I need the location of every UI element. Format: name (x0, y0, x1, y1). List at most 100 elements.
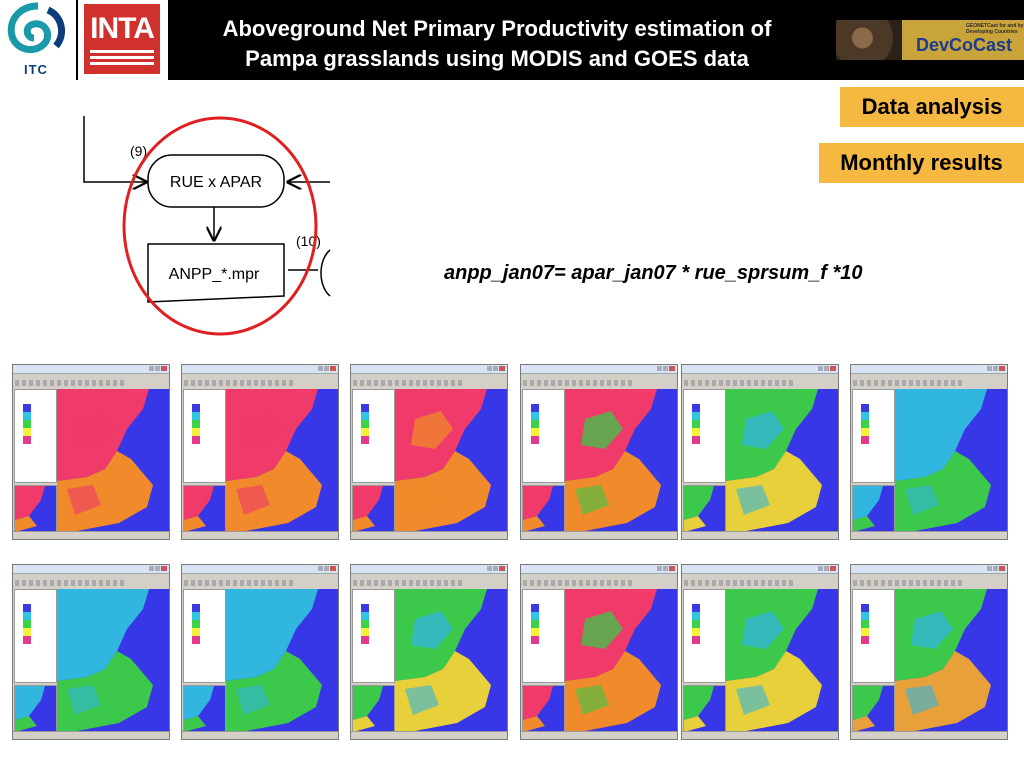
overview-map[interactable] (852, 685, 895, 733)
overview-map[interactable] (683, 485, 726, 533)
layer-panel[interactable] (852, 589, 895, 683)
window-titlebar[interactable] (182, 365, 338, 374)
map-window-jun[interactable] (850, 364, 1008, 540)
map-view[interactable] (895, 389, 1007, 531)
window-titlebar[interactable] (13, 365, 169, 374)
layer-panel[interactable] (14, 389, 57, 483)
map-view[interactable] (226, 389, 338, 531)
window-titlebar[interactable] (521, 565, 677, 574)
map-view[interactable] (226, 589, 338, 731)
flow-diagram: (9) RUE x APAR ANPP_*.mpr (10) (83, 116, 331, 336)
step-label-9: (9) (130, 143, 147, 159)
map-window-jan[interactable] (12, 364, 170, 540)
layer-panel[interactable] (852, 389, 895, 483)
devcocast-tagline: GEONETCast for and by Developing Countri… (966, 23, 1024, 35)
window-titlebar[interactable] (682, 365, 838, 374)
window-toolbar[interactable] (15, 380, 125, 386)
window-titlebar[interactable] (851, 565, 1007, 574)
window-controls[interactable] (657, 366, 675, 371)
overview-map[interactable] (852, 485, 895, 533)
window-toolbar[interactable] (184, 580, 294, 586)
window-controls[interactable] (987, 366, 1005, 371)
layer-panel[interactable] (522, 389, 565, 483)
overview-map[interactable] (14, 685, 57, 733)
overview-map[interactable] (683, 685, 726, 733)
window-controls[interactable] (657, 566, 675, 571)
legend-swatches (531, 404, 539, 444)
window-titlebar[interactable] (521, 365, 677, 374)
window-toolbar[interactable] (353, 580, 463, 586)
overview-map[interactable] (14, 485, 57, 533)
window-titlebar[interactable] (351, 365, 507, 374)
window-titlebar[interactable] (351, 565, 507, 574)
rue-apar-label: RUE x APAR (170, 174, 262, 191)
itc-logo: ITC (0, 0, 76, 80)
layer-panel[interactable] (683, 389, 726, 483)
overview-map[interactable] (352, 685, 395, 733)
map-window-dec[interactable] (850, 564, 1008, 740)
window-titlebar[interactable] (13, 565, 169, 574)
window-toolbar[interactable] (15, 580, 125, 586)
map-view[interactable] (57, 389, 169, 531)
layer-panel[interactable] (352, 389, 395, 483)
layer-panel[interactable] (183, 589, 226, 683)
window-toolbar[interactable] (523, 380, 633, 386)
map-window-nov[interactable] (681, 564, 839, 740)
status-bar (682, 531, 838, 539)
map-window-mar[interactable] (350, 364, 508, 540)
overview-map[interactable] (183, 685, 226, 733)
window-titlebar[interactable] (182, 565, 338, 574)
status-bar (521, 731, 677, 739)
window-toolbar[interactable] (353, 380, 463, 386)
window-titlebar[interactable] (851, 365, 1007, 374)
map-window-jul[interactable] (12, 564, 170, 740)
window-controls[interactable] (149, 566, 167, 571)
map-window-apr[interactable] (520, 364, 678, 540)
map-view[interactable] (395, 589, 507, 731)
map-view[interactable] (565, 389, 677, 531)
layer-panel[interactable] (183, 389, 226, 483)
overview-map[interactable] (352, 485, 395, 533)
window-titlebar[interactable] (682, 565, 838, 574)
status-bar (182, 731, 338, 739)
window-toolbar[interactable] (853, 380, 963, 386)
window-toolbar[interactable] (184, 380, 294, 386)
window-controls[interactable] (987, 566, 1005, 571)
window-toolbar[interactable] (523, 580, 633, 586)
map-window-feb[interactable] (181, 364, 339, 540)
window-controls[interactable] (818, 566, 836, 571)
window-toolbar[interactable] (684, 580, 794, 586)
inta-logo-text: INTA (90, 12, 155, 45)
layer-panel[interactable] (352, 589, 395, 683)
map-window-oct[interactable] (520, 564, 678, 740)
layer-panel[interactable] (14, 589, 57, 683)
window-controls[interactable] (318, 366, 336, 371)
window-controls[interactable] (318, 566, 336, 571)
map-window-aug[interactable] (181, 564, 339, 740)
map-view[interactable] (726, 589, 838, 731)
layer-panel[interactable] (683, 589, 726, 683)
window-controls[interactable] (487, 366, 505, 371)
map-view[interactable] (895, 589, 1007, 731)
window-controls[interactable] (818, 366, 836, 371)
map-view[interactable] (726, 389, 838, 531)
highlight-ellipse (122, 116, 318, 336)
overview-map[interactable] (522, 685, 565, 733)
legend-swatches (861, 604, 869, 644)
window-toolbar[interactable] (853, 580, 963, 586)
map-window-sep[interactable] (350, 564, 508, 740)
layer-panel[interactable] (522, 589, 565, 683)
devcocast-face-image (836, 20, 902, 60)
map-view[interactable] (57, 589, 169, 731)
window-toolbar[interactable] (684, 380, 794, 386)
overview-map[interactable] (183, 485, 226, 533)
map-view[interactable] (395, 389, 507, 531)
status-bar (851, 731, 1007, 739)
overview-map[interactable] (522, 485, 565, 533)
map-window-may[interactable] (681, 364, 839, 540)
window-controls[interactable] (487, 566, 505, 571)
header-bar: ITC INTA Aboveground Net Primary Product… (0, 0, 1024, 80)
status-bar (351, 731, 507, 739)
window-controls[interactable] (149, 366, 167, 371)
map-view[interactable] (565, 589, 677, 731)
